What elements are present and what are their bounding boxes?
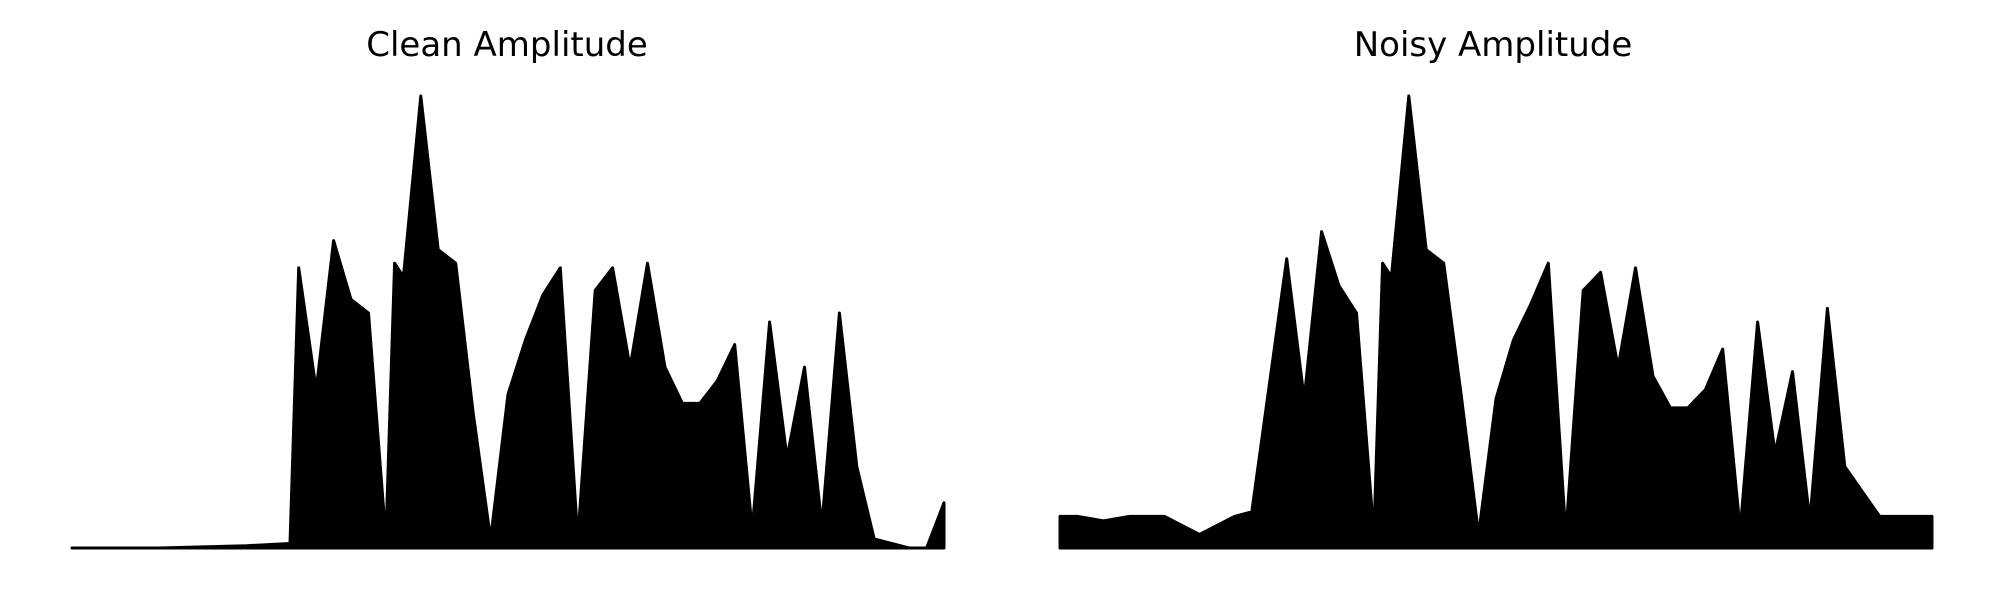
clean-amplitude-panel: Clean Amplitude (70, 25, 946, 550)
clean-amplitude-title: Clean Amplitude (366, 25, 648, 65)
noisy-amplitude-title: Noisy Amplitude (1354, 25, 1633, 65)
noisy-amplitude-panel: Noisy Amplitude (1058, 25, 1934, 550)
clean-amplitude-envelope (70, 94, 946, 550)
noisy-amplitude-plot (1058, 94, 1934, 550)
clean-amplitude-plot (70, 94, 946, 550)
noisy-amplitude-envelope (1058, 94, 1934, 550)
